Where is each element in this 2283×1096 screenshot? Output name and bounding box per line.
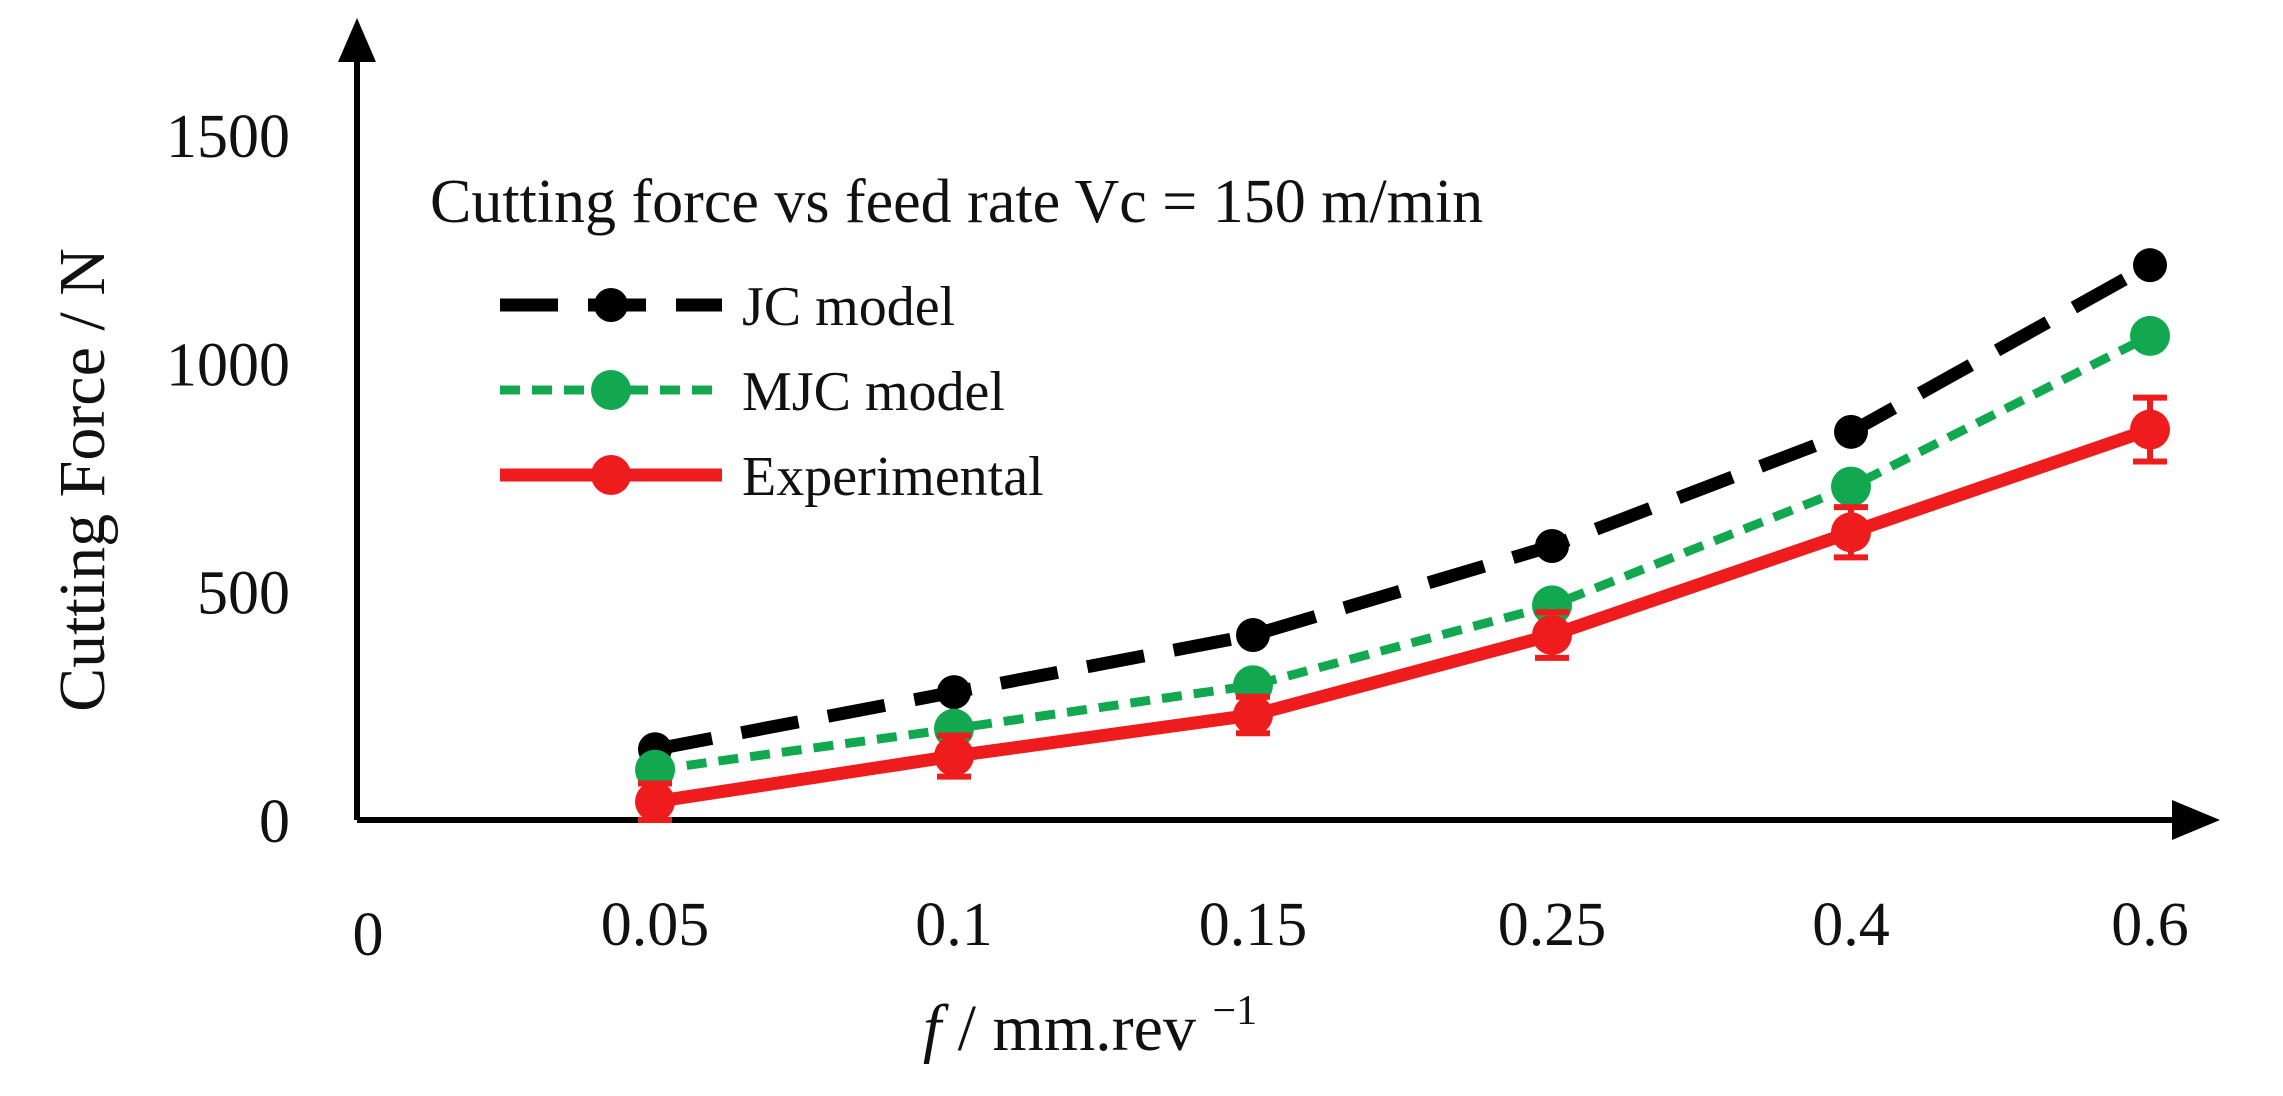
x-axis-arrowhead <box>2172 800 2220 840</box>
data-point <box>1834 414 1868 449</box>
data-point <box>2133 248 2167 283</box>
series-layer <box>635 248 2170 823</box>
data-point <box>934 708 974 749</box>
data-point <box>1233 694 1273 735</box>
x-tick-label: 0.25 <box>1498 891 1607 959</box>
series-line <box>654 423 2153 809</box>
x-tick-label: 0.05 <box>601 891 710 959</box>
y-tick-label: 1500 <box>166 103 290 171</box>
data-point <box>1532 615 1572 656</box>
chart-title: Cutting force vs feed rate Vc = 150 m/mi… <box>430 168 1483 236</box>
x-origin-label: 0 <box>353 901 384 969</box>
y-tick-label: 500 <box>197 560 290 628</box>
x-axis-title-unit: / mm.rev <box>958 992 1196 1065</box>
data-point <box>934 736 974 777</box>
data-point <box>2130 409 2170 450</box>
y-tick-label: 0 <box>259 788 290 856</box>
x-tick-label: 0.6 <box>2111 891 2189 959</box>
legend: JC model MJC model Experimental <box>500 276 1044 508</box>
data-point <box>1831 512 1871 553</box>
legend-item-mjc-model: MJC model <box>500 361 1005 423</box>
y-axis-arrowhead <box>338 18 376 62</box>
x-tick-label: 0.1 <box>915 891 993 959</box>
x-tick-label: 0.15 <box>1199 891 1308 959</box>
y-tick-label: 1000 <box>166 331 290 399</box>
data-point <box>635 749 675 790</box>
data-point <box>1532 585 1572 626</box>
x-axis-title-exponent: −1 <box>1212 988 1257 1034</box>
series-experimental <box>635 394 2170 823</box>
data-point <box>1236 618 1270 653</box>
x-tick-labels: 0.05 0.1 0.15 0.25 0.4 0.6 <box>601 891 2189 959</box>
data-point <box>635 781 675 822</box>
legend-swatch-marker <box>591 370 631 410</box>
legend-label: MJC model <box>742 361 1005 423</box>
y-axis-title: Cutting Force / N <box>46 248 119 712</box>
x-tick-label: 0.4 <box>1812 891 1890 959</box>
legend-swatch-marker <box>594 288 628 322</box>
x-axis-title-symbol: f <box>923 992 949 1065</box>
series-mjc-model <box>635 315 2170 790</box>
data-point <box>2130 315 2170 356</box>
data-point <box>1831 466 1871 507</box>
series-line <box>654 331 2153 775</box>
legend-item-experimental: Experimental <box>500 446 1044 508</box>
legend-label: JC model <box>742 276 955 338</box>
series-jc-model <box>638 248 2167 767</box>
y-tick-labels: 0 500 1000 1500 <box>166 103 290 856</box>
data-point <box>937 675 971 710</box>
legend-swatch-marker <box>591 455 631 495</box>
data-point <box>1535 529 1569 563</box>
legend-label: Experimental <box>742 446 1044 508</box>
x-axis-title: f / mm.rev −1 <box>923 988 1257 1065</box>
legend-item-jc-model: JC model <box>500 276 955 338</box>
